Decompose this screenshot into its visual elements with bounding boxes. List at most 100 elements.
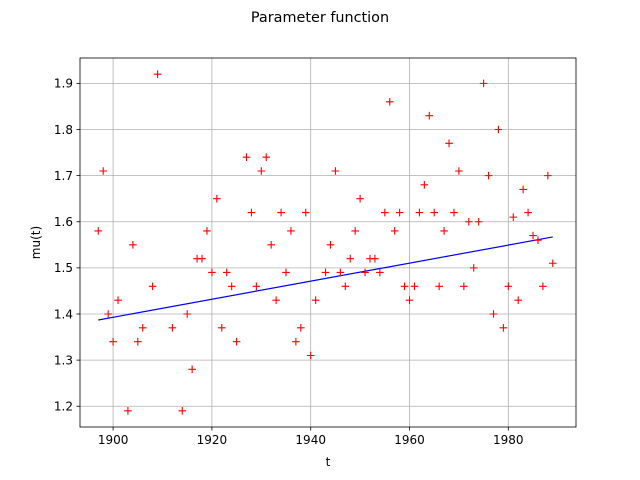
data-point bbox=[232, 337, 241, 346]
data-point bbox=[341, 282, 350, 291]
data-point bbox=[183, 310, 192, 318]
chart-title: Parameter function bbox=[251, 10, 389, 26]
data-point bbox=[474, 217, 483, 226]
data-point bbox=[385, 98, 394, 106]
data-point bbox=[213, 194, 221, 203]
data-point bbox=[534, 236, 542, 244]
data-point bbox=[435, 282, 443, 291]
x-tick-label: 1960 bbox=[394, 433, 425, 447]
axis-ticks: 1900 1920 1940 1960 1980 1.2 1.3 1.4 1.5 1.6 1.7 1.… bbox=[54, 77, 524, 447]
data-point bbox=[326, 241, 335, 249]
x-tick-label: 1900 bbox=[98, 433, 129, 447]
data-point bbox=[351, 227, 359, 235]
data-point bbox=[99, 167, 108, 175]
data-point bbox=[484, 171, 493, 180]
data-point bbox=[489, 310, 498, 318]
data-point bbox=[529, 231, 537, 240]
data-point bbox=[227, 282, 236, 291]
y-tick-label: 1.2 bbox=[54, 400, 73, 414]
x-tick-label: 1940 bbox=[295, 433, 326, 447]
data-point bbox=[509, 213, 518, 221]
data-point bbox=[524, 208, 532, 217]
data-point bbox=[188, 365, 196, 374]
y-axis-label: mu(t) bbox=[29, 226, 43, 259]
data-point bbox=[287, 227, 295, 235]
data-point bbox=[519, 185, 527, 194]
data-point bbox=[494, 125, 503, 134]
data-point bbox=[297, 324, 305, 332]
x-tick-label: 1980 bbox=[493, 433, 524, 447]
data-point bbox=[104, 310, 112, 318]
data-point bbox=[395, 208, 404, 217]
x-axis-label: t bbox=[326, 455, 331, 469]
data-point bbox=[321, 268, 330, 277]
y-tick-label: 1.3 bbox=[54, 353, 73, 367]
data-point bbox=[311, 296, 320, 304]
data-point bbox=[198, 254, 206, 263]
data-point bbox=[129, 241, 137, 249]
data-point bbox=[479, 79, 488, 88]
data-point bbox=[400, 282, 409, 291]
data-point bbox=[464, 217, 473, 226]
data-point bbox=[153, 70, 162, 78]
data-point bbox=[425, 111, 434, 120]
y-tick-label: 1.9 bbox=[54, 77, 73, 91]
data-point bbox=[203, 227, 211, 235]
plot-area bbox=[80, 58, 576, 427]
data-point bbox=[469, 264, 478, 272]
data-point bbox=[420, 181, 429, 189]
data-point bbox=[405, 296, 414, 304]
data-point bbox=[460, 282, 468, 291]
data-point bbox=[331, 167, 340, 175]
data-point bbox=[371, 254, 379, 263]
data-point bbox=[148, 282, 157, 291]
data-point bbox=[134, 337, 142, 346]
data-point bbox=[301, 208, 310, 217]
data-point bbox=[356, 194, 364, 203]
point-layer bbox=[94, 70, 557, 415]
data-point bbox=[282, 268, 290, 277]
data-point bbox=[306, 351, 315, 360]
data-point bbox=[376, 268, 384, 277]
data-point bbox=[514, 296, 522, 304]
data-point bbox=[109, 337, 117, 346]
data-point bbox=[247, 208, 256, 217]
data-point bbox=[415, 208, 424, 217]
y-tick-label: 1.5 bbox=[54, 261, 73, 275]
data-point bbox=[257, 167, 266, 175]
data-point bbox=[208, 268, 216, 277]
fit-line-layer bbox=[98, 236, 553, 321]
y-tick-label: 1.8 bbox=[54, 123, 73, 137]
y-tick-label: 1.6 bbox=[54, 215, 73, 229]
data-point bbox=[94, 227, 103, 235]
data-point bbox=[539, 282, 547, 291]
plot-frame bbox=[79, 57, 577, 428]
data-point bbox=[450, 208, 458, 217]
fit-line bbox=[98, 236, 553, 321]
data-point bbox=[252, 282, 261, 291]
data-point bbox=[242, 153, 251, 161]
data-point bbox=[222, 268, 231, 277]
data-point bbox=[277, 208, 285, 217]
data-point bbox=[499, 324, 508, 332]
y-tick-label: 1.4 bbox=[54, 307, 73, 321]
data-point bbox=[440, 227, 448, 235]
data-point bbox=[272, 296, 280, 304]
data-point bbox=[455, 167, 463, 175]
data-point bbox=[168, 324, 177, 332]
data-point bbox=[178, 407, 187, 415]
data-point bbox=[292, 337, 300, 346]
data-point bbox=[390, 227, 399, 235]
data-point bbox=[544, 171, 552, 180]
data-point bbox=[114, 296, 122, 304]
data-point bbox=[138, 324, 147, 332]
grid bbox=[80, 58, 576, 427]
data-point bbox=[361, 268, 369, 277]
data-point bbox=[217, 324, 226, 332]
data-point bbox=[548, 259, 557, 268]
data-point bbox=[381, 208, 389, 217]
data-point bbox=[267, 241, 275, 249]
data-point bbox=[504, 282, 513, 291]
x-tick-label: 1920 bbox=[197, 433, 228, 447]
